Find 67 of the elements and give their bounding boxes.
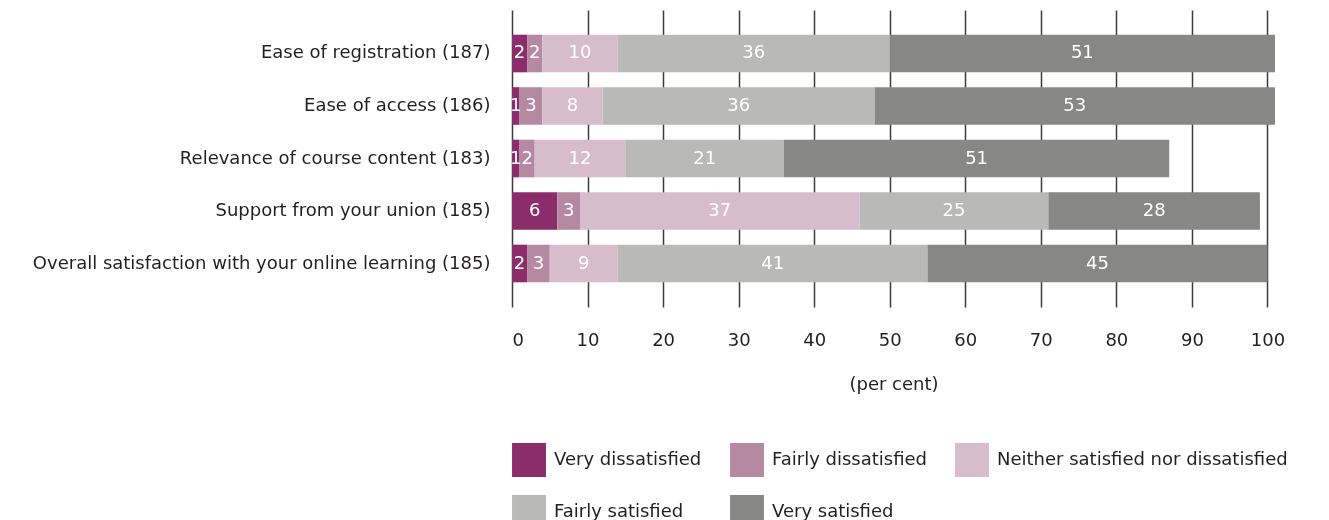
data-label: 12 — [568, 146, 592, 168]
legend-label: Very dissatisfied — [554, 448, 702, 470]
data-label: 36 — [742, 41, 766, 63]
x-tick-label: 90 — [1180, 328, 1204, 350]
bar — [874, 87, 1275, 125]
x-tick-label: 50 — [878, 328, 902, 350]
y-tick-label: Ease of access (186) — [304, 94, 491, 115]
x-axis-title: (per cent) — [849, 372, 939, 394]
bar — [542, 34, 618, 73]
x-tick-label: 40 — [803, 328, 827, 350]
data-label: 2 — [513, 41, 526, 63]
data-label: 21 — [693, 146, 717, 168]
data-label: 2 — [513, 251, 526, 273]
x-tick-label: 30 — [727, 328, 751, 350]
bar — [519, 87, 543, 125]
bar — [889, 34, 1275, 73]
x-tick-label: 70 — [1029, 328, 1053, 350]
bar — [783, 139, 1170, 178]
data-label: 3 — [525, 94, 537, 115]
data-label: 3 — [532, 251, 545, 273]
bar — [512, 87, 520, 125]
data-label: 51 — [965, 146, 989, 168]
bar — [579, 192, 860, 230]
bar — [927, 244, 1268, 283]
y-tick-label: Ease of registration (187) — [260, 41, 491, 63]
data-label: 51 — [1070, 41, 1094, 63]
data-label: 36 — [727, 94, 751, 115]
bar — [617, 34, 890, 73]
legend-label: Neither satisfied nor dissatisfied — [997, 448, 1288, 470]
data-label: 1 — [510, 94, 522, 115]
bar — [534, 139, 626, 178]
data-label: 53 — [1063, 94, 1087, 115]
x-tick-label: 10 — [576, 328, 600, 350]
x-tick-label: 60 — [954, 328, 978, 350]
y-tick-label: Support from your union (185) — [215, 199, 491, 220]
bar — [527, 244, 550, 283]
bar — [617, 244, 928, 283]
x-tick-label: 20 — [652, 328, 676, 350]
legend-label: Fairly dissatisfied — [772, 448, 927, 470]
x-tick-label: 100 — [1250, 328, 1286, 350]
data-label: 2 — [528, 41, 541, 63]
bar — [1048, 192, 1260, 230]
data-label: 2 — [521, 146, 533, 168]
bar — [859, 192, 1049, 230]
data-label: 3 — [562, 199, 575, 220]
y-tick-label: Overall satisfaction with your online learning (185) — [32, 251, 491, 273]
x-tick-label: 0 — [512, 328, 524, 350]
legend-label: Fairly satisfied — [554, 500, 684, 520]
y-tick-label: Relevance of course content (183) — [179, 146, 491, 168]
bar — [549, 244, 618, 283]
data-label: 45 — [1086, 251, 1109, 273]
data-label: 1 — [510, 146, 522, 168]
bar — [602, 87, 875, 125]
bar — [512, 192, 558, 230]
data-label: 9 — [578, 251, 590, 273]
data-label: 6 — [528, 199, 541, 220]
data-label: 10 — [568, 41, 592, 63]
data-label: 28 — [1142, 199, 1166, 220]
data-label: 25 — [942, 199, 966, 220]
bar — [542, 87, 603, 125]
x-tick-label: 80 — [1105, 328, 1129, 350]
data-label: 37 — [708, 199, 732, 220]
data-label: 41 — [761, 251, 785, 273]
data-label: 8 — [566, 94, 579, 115]
bar — [557, 192, 580, 230]
legend-label: Very satisfied — [772, 500, 894, 520]
bar — [625, 139, 784, 178]
